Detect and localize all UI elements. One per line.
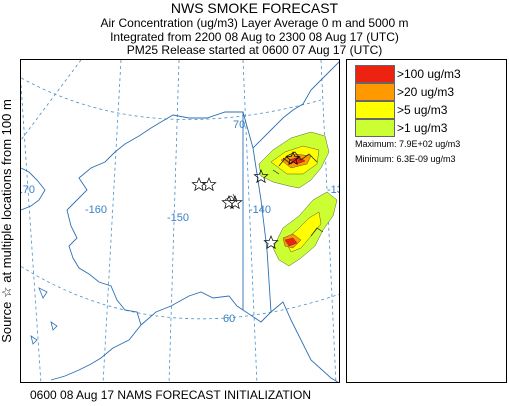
smoke-plume-south xyxy=(272,169,338,267)
lon-label-160: -160 xyxy=(85,204,107,216)
lon-line-170 xyxy=(21,84,42,382)
lat-label-70: 70 xyxy=(233,119,245,131)
alaska-coastline xyxy=(50,111,339,382)
subtitle-integration: Integrated from 2200 08 Aug to 2300 08 A… xyxy=(110,30,399,44)
map-title: NWS SMOKE FORECAST xyxy=(170,0,339,16)
lon-label-150: -150 xyxy=(167,212,189,224)
smoke-plume-north xyxy=(258,131,330,189)
lon-line-140 xyxy=(242,60,258,382)
star-icon xyxy=(263,235,279,250)
legend-label: >20 ug/m3 xyxy=(397,85,455,99)
legend-swatch xyxy=(355,119,395,137)
source-markers xyxy=(191,151,301,250)
star-icon xyxy=(221,195,237,210)
russia-coastline xyxy=(21,167,46,211)
canada-coastline xyxy=(252,61,339,149)
legend-item-5: >5 ug/m3 xyxy=(355,101,505,119)
alaska-map: 70 60 -170 -160 -150 -140 -130 xyxy=(21,60,340,382)
lon-line-160 xyxy=(102,60,122,382)
maximum-value: Maximum: 7.9E+02 ug/m3 xyxy=(355,139,461,149)
source-side-label: Source ☆ at multiple locations from 100 … xyxy=(0,99,14,343)
subtitle-release: PM25 Release started at 0600 07 Aug 17 (… xyxy=(126,43,383,57)
lon-line-180 xyxy=(21,60,82,141)
legend-label: >100 ug/m3 xyxy=(397,67,461,81)
legend-label: >1 ug/m3 xyxy=(397,121,448,135)
small-plume xyxy=(224,193,238,203)
lat-line-70 xyxy=(21,77,322,120)
subtitle-layer: Air Concentration (ug/m3) Layer Average … xyxy=(100,16,409,30)
legend-swatch xyxy=(355,65,395,83)
lat-line-65 xyxy=(21,265,339,320)
legend-swatch xyxy=(355,101,395,119)
minimum-value: Minimum: 6.3E-09 ug/m3 xyxy=(355,154,456,164)
lon-label-140: -140 xyxy=(249,204,271,216)
forecast-footer: 0600 08 Aug 17 NAMS FORECAST INITIALIZAT… xyxy=(30,388,311,402)
lon-label-170: -170 xyxy=(21,184,35,196)
star-icon xyxy=(285,151,301,166)
star-icon xyxy=(227,195,243,210)
legend-panel: >100 ug/m3 >20 ug/m3 >5 ug/m3 >1 ug/m3 M… xyxy=(346,59,507,383)
lon-label-130: -130 xyxy=(327,184,340,196)
legend-item-100: >100 ug/m3 xyxy=(355,65,505,83)
star-icon xyxy=(201,177,217,192)
lat-label-60: 60 xyxy=(223,313,235,325)
islands xyxy=(30,287,58,345)
star-icon xyxy=(253,169,269,184)
legend-item-20: >20 ug/m3 xyxy=(355,83,505,101)
lon-line-150 xyxy=(168,60,180,382)
legend-swatch xyxy=(355,83,395,101)
legend-item-1: >1 ug/m3 xyxy=(355,119,505,137)
map-panel[interactable]: 70 60 -170 -160 -150 -140 -130 xyxy=(20,59,340,383)
border-line xyxy=(242,111,272,313)
legend-label: >5 ug/m3 xyxy=(397,103,448,117)
